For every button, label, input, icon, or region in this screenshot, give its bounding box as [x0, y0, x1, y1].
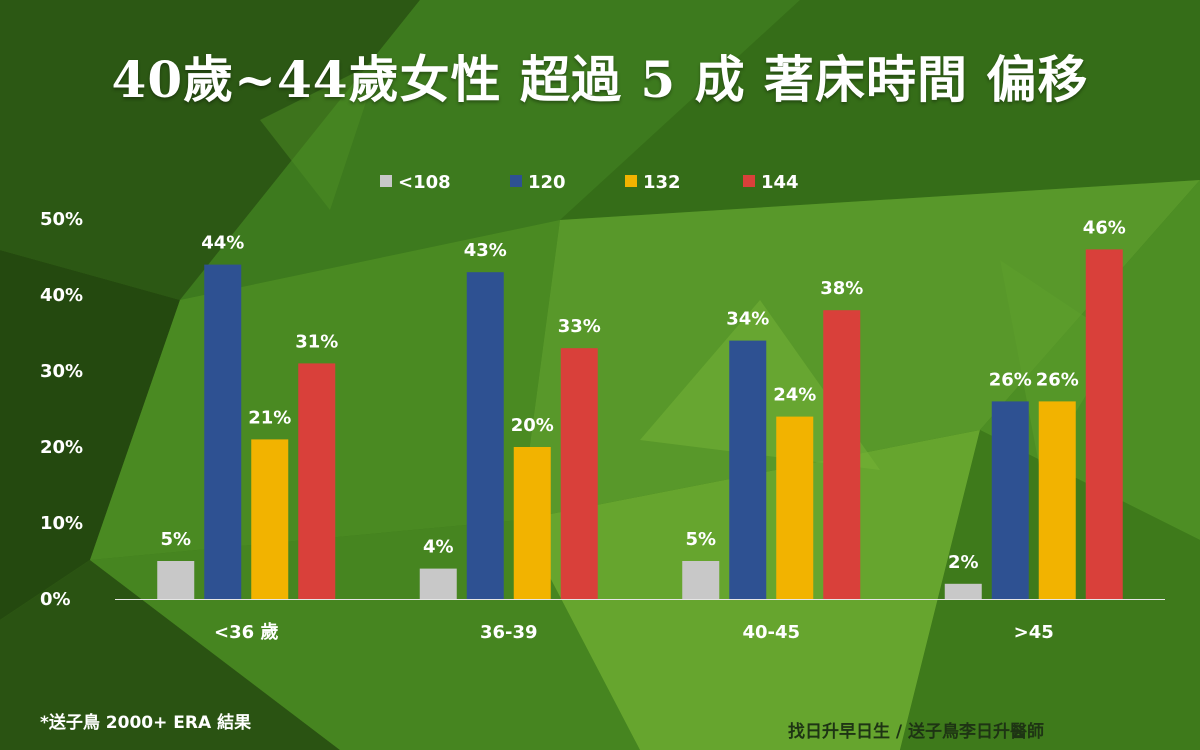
- bar-3-2: [729, 340, 767, 599]
- legend-swatch: [743, 175, 755, 187]
- data-label: 38%: [820, 278, 863, 299]
- x-tick-label: <36 歲: [214, 621, 278, 643]
- bar-2-4: [560, 348, 598, 599]
- bar-3-3: [776, 416, 814, 599]
- x-tick-label: >45: [1014, 622, 1054, 643]
- chart-title: 40歲~44歲女性 超過 5 成 著床時間 偏移: [111, 50, 1089, 109]
- data-label: 4%: [423, 537, 454, 558]
- y-tick-label: 50%: [40, 209, 83, 230]
- y-tick-label: 0%: [40, 589, 71, 610]
- bar-1-3: [251, 439, 289, 599]
- y-tick-label: 40%: [40, 285, 83, 306]
- bar-3-4: [823, 310, 861, 599]
- legend-swatch: [510, 175, 522, 187]
- legend-swatch: [625, 175, 637, 187]
- bar-1-4: [298, 363, 336, 599]
- legend-label: 120: [528, 172, 566, 193]
- data-label: 26%: [989, 369, 1032, 390]
- y-tick-label: 30%: [40, 361, 83, 382]
- y-tick-label: 20%: [40, 437, 83, 458]
- bar-1-1: [157, 561, 195, 599]
- data-label: 2%: [948, 552, 979, 573]
- data-label: 26%: [1036, 369, 1079, 390]
- data-label: 44%: [201, 233, 244, 254]
- bar-4-3: [1038, 401, 1076, 599]
- data-label: 46%: [1083, 217, 1126, 238]
- x-tick-label: 36-39: [480, 622, 538, 643]
- footnote: *送子鳥 2000+ ERA 結果: [40, 713, 252, 733]
- x-tick-label: 40-45: [742, 622, 800, 643]
- data-label: 43%: [464, 240, 507, 261]
- legend-label: 144: [761, 172, 799, 193]
- bar-2-1: [419, 568, 457, 599]
- bar-2-3: [513, 447, 551, 599]
- data-label: 31%: [295, 331, 338, 352]
- bar-4-4: [1085, 249, 1123, 599]
- bar-4-2: [991, 401, 1029, 599]
- bar-4-1: [944, 583, 982, 599]
- data-label: 33%: [558, 316, 601, 337]
- data-label: 20%: [511, 415, 554, 436]
- data-label: 5%: [160, 529, 191, 550]
- legend-label: <108: [398, 172, 451, 193]
- legend-swatch: [380, 175, 392, 187]
- data-label: 5%: [685, 529, 716, 550]
- credit-text: 找日升早日生 / 送子鳥李日升醫師: [788, 722, 1045, 742]
- bar-2-2: [466, 272, 504, 599]
- y-tick-label: 10%: [40, 513, 83, 534]
- data-label: 21%: [248, 407, 291, 428]
- bar-1-2: [204, 264, 242, 599]
- legend-label: 132: [643, 172, 681, 193]
- bar-3-1: [682, 561, 720, 599]
- data-label: 24%: [773, 385, 816, 406]
- data-label: 34%: [726, 309, 769, 330]
